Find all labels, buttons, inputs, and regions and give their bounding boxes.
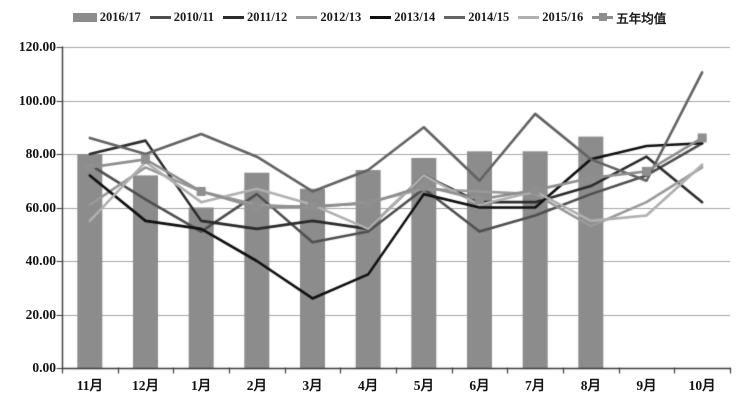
legend-line-swatch-icon (518, 15, 540, 19)
x-axis-category-label: 1月 (191, 378, 212, 393)
legend-item: 2013/14 (370, 10, 435, 25)
legend-line-swatch-icon (370, 15, 392, 19)
legend-label: 2013/14 (394, 9, 436, 24)
legend-line-swatch-icon (444, 15, 466, 19)
legend-label: 2012/13 (320, 9, 362, 24)
x-axis-category-label: 3月 (302, 378, 323, 393)
legend-item: 2014/15 (444, 10, 509, 25)
legend-line-marker-swatch-icon (592, 13, 614, 21)
x-axis-category-label: 12月 (132, 378, 159, 393)
legend-label: 五年均值 (616, 11, 667, 26)
x-axis-category-label: 7月 (525, 378, 546, 393)
legend-item: 2012/13 (296, 10, 361, 25)
y-axis-tick-label: 60.00 (25, 199, 56, 215)
legend-item: 2016/17 (72, 9, 141, 25)
x-axis-category-label: 11月 (76, 378, 103, 393)
x-axis-category-label: 5月 (413, 378, 434, 393)
legend-item: 2015/16 (518, 10, 583, 25)
y-axis-tick-label: 100.00 (18, 92, 56, 108)
y-axis-tick-label: 40.00 (25, 253, 56, 268)
legend-line-swatch-icon (223, 15, 245, 19)
legend-label: 2010/11 (173, 9, 215, 24)
y-axis-tick-label: 120.00 (18, 39, 56, 54)
legend-item: 2011/12 (223, 10, 287, 25)
y-axis-tick-label: 80.00 (25, 146, 56, 161)
legend-label: 2011/12 (247, 9, 288, 24)
x-axis-category-label: 6月 (469, 378, 490, 393)
legend-label: 2015/16 (542, 9, 584, 24)
legend-square-marker-icon (598, 13, 607, 21)
chart-legend: 2016/17 2010/11 2011/12 2012/13 2013/14 2014/… (0, 6, 739, 28)
x-axis-category-label: 8月 (580, 378, 601, 393)
x-axis-category-label: 10月 (688, 378, 716, 393)
legend-bar-swatch-icon (72, 12, 97, 22)
legend-item: 2010/11 (149, 9, 215, 25)
y-axis-tick-label: 20.00 (25, 306, 56, 322)
legend-label: 2016/17 (99, 9, 141, 24)
legend-item: 五年均值 (592, 8, 666, 27)
x-axis-category-label: 9月 (636, 378, 657, 393)
legend-line-swatch-icon (149, 15, 171, 19)
legend-label: 2014/15 (468, 9, 510, 24)
x-axis-category-label: 2月 (246, 378, 267, 393)
legend-line-swatch-icon (296, 15, 318, 19)
x-axis-category-label: 4月 (358, 378, 379, 393)
y-axis-tick-label: 0.00 (32, 360, 56, 375)
